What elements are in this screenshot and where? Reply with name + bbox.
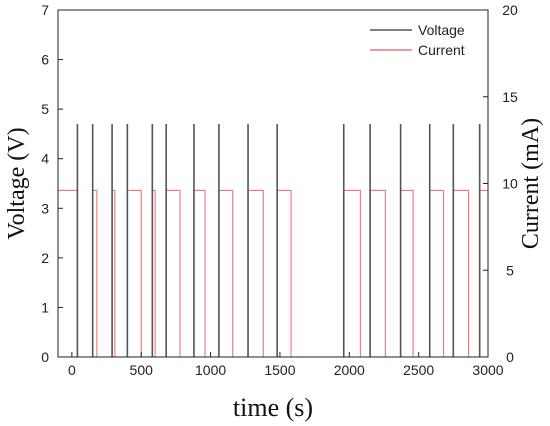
- x-axis-title: time (s): [233, 393, 313, 422]
- plot-area: [58, 124, 488, 358]
- y-right-tick-label: 0: [506, 349, 514, 365]
- x-tick-label: 0: [68, 362, 76, 378]
- y-right-tick-label: 15: [502, 89, 518, 105]
- x-tick-label: 2500: [403, 362, 434, 378]
- x-tick-label: 1500: [264, 362, 295, 378]
- y-left-tick-label: 5: [41, 101, 49, 117]
- y-left-axis-title: Voltage (V): [4, 127, 30, 239]
- y-left-tick-label: 6: [41, 52, 49, 68]
- y-left-tick-label: 0: [41, 349, 49, 365]
- x-tick-label: 500: [130, 362, 154, 378]
- y-left-tick-label: 7: [41, 2, 49, 18]
- y-right-tick-label: 10: [502, 176, 518, 192]
- x-tick-label: 3000: [472, 362, 503, 378]
- legend-label-voltage: Voltage: [418, 22, 465, 38]
- y-left-tick-label: 3: [41, 200, 49, 216]
- plot-frame: [57, 9, 489, 358]
- x-tick-label: 1000: [195, 362, 226, 378]
- y-right-tick-label: 5: [506, 262, 514, 278]
- y-left-tick-label: 2: [41, 250, 49, 266]
- legend: Voltage Current: [370, 22, 465, 58]
- series-current-line: [58, 189, 488, 358]
- y-right-axis: 0 5 10 15 20: [483, 2, 518, 365]
- y-left-axis: 0 1 2 3 4 5 6 7: [41, 2, 63, 365]
- legend-label-current: Current: [418, 42, 465, 58]
- y-right-axis-title: Current (mA): [518, 118, 544, 249]
- x-axis: 0 500 1000 1500 2000 2500 3000: [68, 352, 504, 378]
- y-right-tick-label: 20: [502, 2, 518, 18]
- y-left-tick-label: 4: [41, 151, 49, 167]
- x-tick-label: 2000: [334, 362, 365, 378]
- y-left-tick-label: 1: [41, 299, 49, 315]
